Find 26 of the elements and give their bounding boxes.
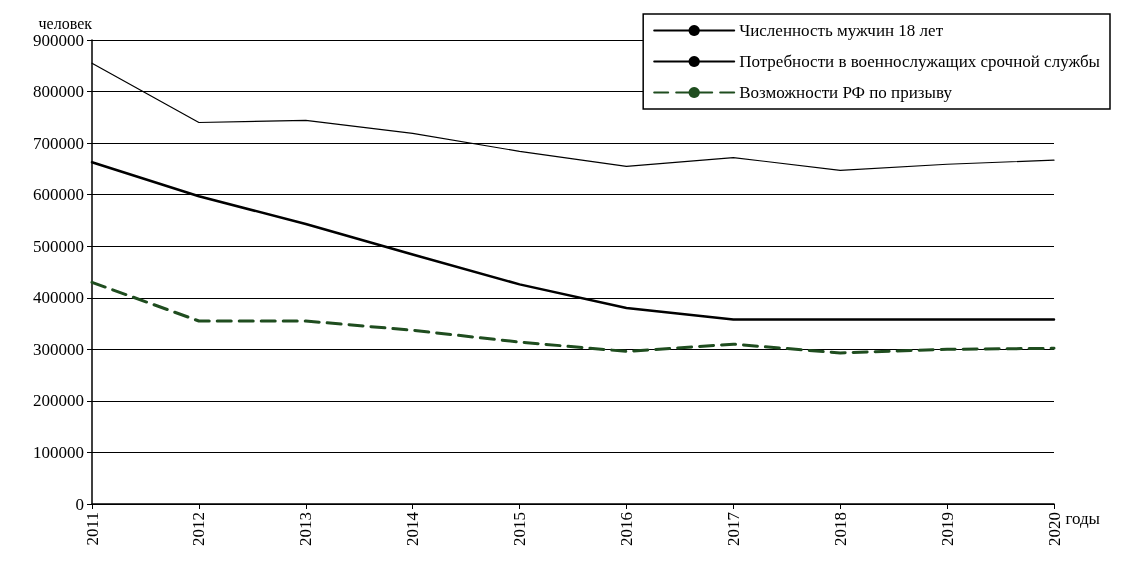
- y-axis-title: человек: [38, 15, 93, 33]
- legend-label: Численность мужчин 18 лет: [739, 21, 944, 40]
- y-tick-label: 300000: [33, 339, 84, 359]
- legend-label: Возможности РФ по призыву: [739, 83, 953, 102]
- x-tick-label: 2017: [723, 511, 743, 546]
- x-tick-label: 2016: [616, 512, 636, 546]
- y-tick-label: 0: [75, 494, 84, 514]
- x-tick-label: 2012: [189, 512, 209, 546]
- x-tick-label: 2013: [296, 512, 316, 546]
- y-tick-label: 400000: [33, 288, 84, 308]
- y-tick-label: 100000: [33, 442, 84, 462]
- x-tick-label: 2014: [403, 511, 423, 546]
- x-tick-label: 2015: [510, 512, 530, 546]
- y-tick-label: 200000: [33, 391, 84, 411]
- x-tick-label: 2020: [1044, 512, 1064, 546]
- y-tick-label: 600000: [33, 185, 84, 205]
- y-tick-label: 500000: [33, 236, 84, 256]
- y-tick-label: 800000: [33, 82, 84, 102]
- x-tick-label: 2018: [830, 512, 850, 546]
- y-tick-label: 700000: [33, 133, 84, 153]
- y-tick-label: 900000: [33, 30, 84, 50]
- x-tick-label: 2011: [82, 512, 102, 546]
- x-tick-label: 2019: [937, 512, 957, 546]
- line-series: [90, 280, 1056, 355]
- x-axis-title: годы: [1065, 509, 1101, 528]
- legend-label: Потребности в военнослужащих срочной службы: [739, 52, 1101, 71]
